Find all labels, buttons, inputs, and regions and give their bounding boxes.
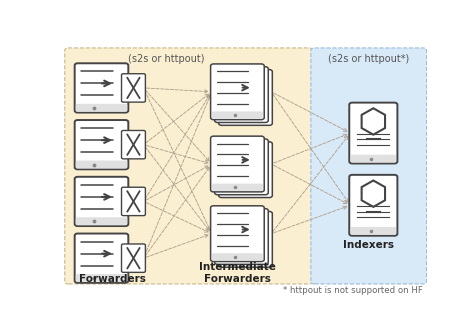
FancyBboxPatch shape bbox=[349, 103, 397, 163]
FancyBboxPatch shape bbox=[65, 48, 313, 284]
FancyBboxPatch shape bbox=[219, 70, 272, 125]
FancyBboxPatch shape bbox=[349, 175, 397, 236]
FancyBboxPatch shape bbox=[76, 160, 127, 169]
FancyBboxPatch shape bbox=[311, 48, 427, 284]
FancyBboxPatch shape bbox=[212, 184, 263, 191]
FancyBboxPatch shape bbox=[121, 187, 146, 216]
FancyBboxPatch shape bbox=[75, 63, 128, 113]
Polygon shape bbox=[362, 108, 385, 135]
Text: Forwarders: Forwarders bbox=[80, 274, 146, 284]
FancyBboxPatch shape bbox=[215, 139, 268, 195]
FancyBboxPatch shape bbox=[121, 244, 146, 272]
FancyBboxPatch shape bbox=[210, 64, 264, 120]
FancyBboxPatch shape bbox=[75, 177, 128, 226]
FancyBboxPatch shape bbox=[210, 136, 264, 192]
FancyBboxPatch shape bbox=[76, 217, 127, 225]
FancyBboxPatch shape bbox=[351, 227, 396, 235]
FancyBboxPatch shape bbox=[212, 253, 263, 261]
Text: Intermediate
Forwarders: Intermediate Forwarders bbox=[199, 262, 276, 284]
FancyBboxPatch shape bbox=[121, 74, 146, 102]
FancyBboxPatch shape bbox=[219, 211, 272, 267]
FancyBboxPatch shape bbox=[75, 233, 128, 283]
Text: (s2s or httpout*): (s2s or httpout*) bbox=[328, 54, 409, 64]
Text: (s2s or httpout): (s2s or httpout) bbox=[128, 54, 204, 64]
Polygon shape bbox=[362, 181, 385, 207]
FancyBboxPatch shape bbox=[212, 112, 263, 119]
Text: Indexers: Indexers bbox=[343, 241, 394, 251]
FancyBboxPatch shape bbox=[219, 142, 272, 198]
FancyBboxPatch shape bbox=[351, 155, 396, 162]
FancyBboxPatch shape bbox=[76, 274, 127, 282]
FancyBboxPatch shape bbox=[75, 120, 128, 169]
FancyBboxPatch shape bbox=[215, 67, 268, 123]
FancyBboxPatch shape bbox=[76, 104, 127, 112]
Text: * httpout is not supported on HF: * httpout is not supported on HF bbox=[283, 286, 423, 295]
FancyBboxPatch shape bbox=[215, 209, 268, 264]
FancyBboxPatch shape bbox=[210, 206, 264, 262]
FancyBboxPatch shape bbox=[121, 130, 146, 159]
